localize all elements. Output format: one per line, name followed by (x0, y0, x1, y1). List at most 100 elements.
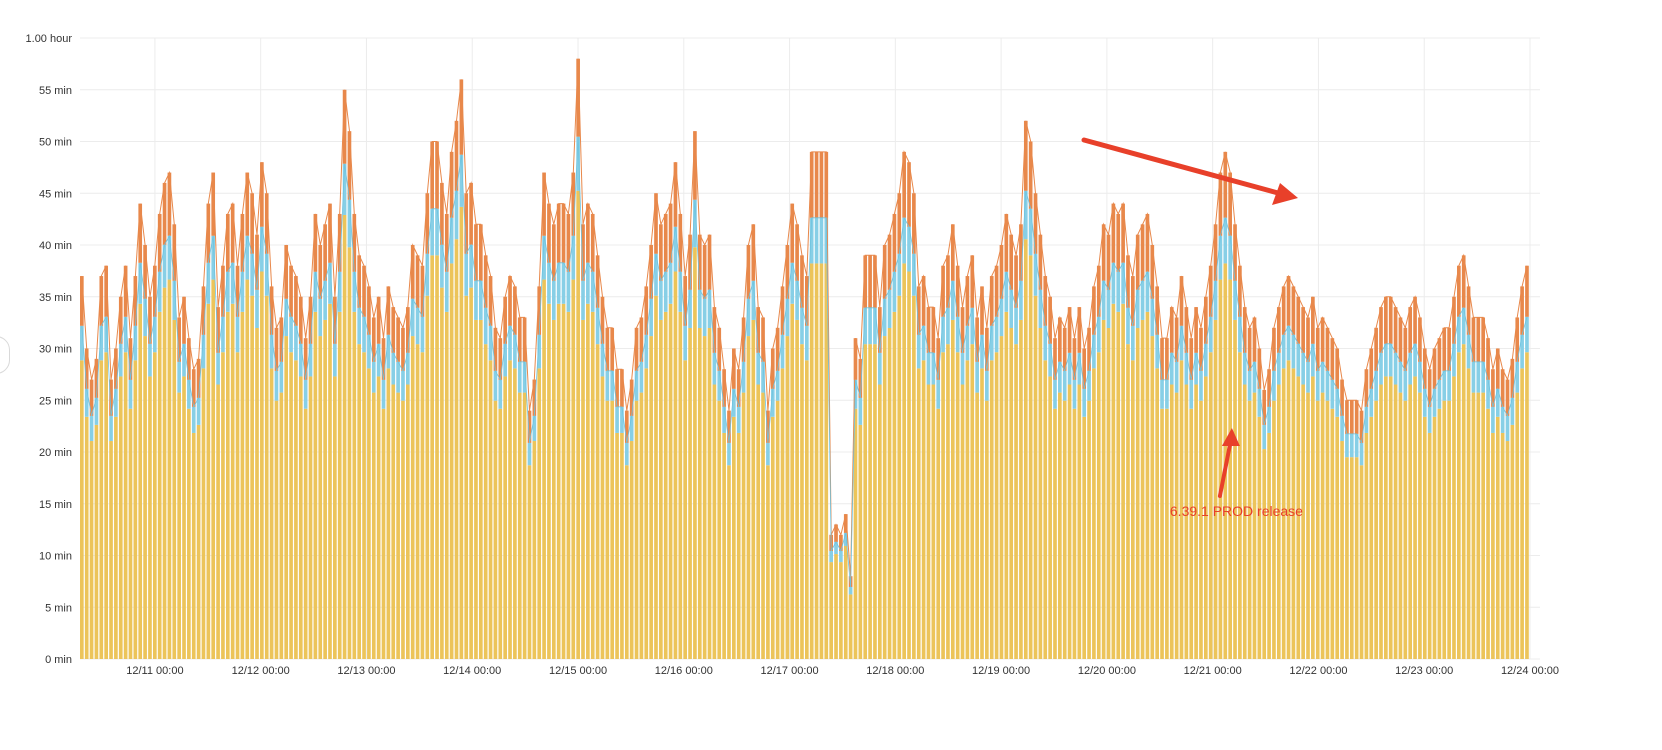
bar-mid (712, 352, 717, 385)
bar-top (1452, 296, 1456, 344)
bar-base (1199, 400, 1203, 659)
bar-base (376, 376, 381, 659)
bar-mid (649, 298, 653, 337)
bar-top (561, 203, 566, 263)
bar-mid (1408, 352, 1413, 385)
bar-top (1491, 369, 1495, 407)
bar-top (1238, 265, 1242, 317)
bar-base (279, 392, 284, 659)
bar-top (955, 265, 960, 317)
bar-base (245, 279, 250, 659)
bar-base (770, 416, 775, 659)
bar-base (727, 465, 731, 659)
bar-top (712, 307, 717, 353)
y-tick-label: 45 min (39, 188, 72, 200)
bar-mid (624, 442, 629, 466)
x-tick-label: 12/21 00:00 (1184, 665, 1242, 677)
bar-top (1315, 327, 1320, 371)
bar-top (863, 255, 868, 308)
bar-top (707, 234, 712, 290)
bar-base (1169, 384, 1174, 659)
bar-base (858, 424, 863, 659)
bar-top (693, 131, 697, 200)
bar-mid (1242, 352, 1247, 385)
bar-top (1194, 307, 1198, 353)
bar-base (1384, 376, 1388, 659)
bar-top (1330, 338, 1335, 380)
bar-base (148, 376, 152, 659)
bar-base (1315, 400, 1320, 659)
bar-mid (620, 406, 624, 433)
bar-top (1384, 296, 1388, 344)
bar-top (230, 203, 235, 263)
bar-top (1228, 172, 1232, 236)
bar-mid (1062, 370, 1067, 401)
bar-mid (556, 262, 561, 304)
bar-mid (191, 406, 196, 433)
bar-base (877, 384, 882, 659)
bar-top (941, 265, 945, 317)
bar-base (230, 303, 235, 659)
bar-base (167, 279, 172, 659)
bar-top (425, 193, 430, 254)
bar-base (1028, 255, 1033, 659)
bar-top (391, 307, 396, 353)
bar-mid (517, 361, 522, 393)
bar-mid (1291, 334, 1296, 369)
bar-base (99, 360, 104, 659)
bar-base (308, 376, 313, 659)
bar-mid (89, 415, 94, 442)
bar-top (795, 224, 799, 281)
bar-top (109, 379, 113, 416)
bar-mid (469, 244, 473, 288)
bar-mid (240, 271, 245, 312)
bar-top (513, 286, 517, 335)
bar-top (805, 276, 809, 326)
bar-top (985, 327, 989, 371)
bar-top (732, 348, 736, 389)
bar-top (522, 317, 527, 362)
bar-base (1374, 400, 1378, 659)
bar-mid (206, 262, 211, 304)
bar-mid (172, 280, 177, 320)
bar-mid (1267, 406, 1271, 433)
bar-top (1481, 317, 1486, 362)
bar-mid (809, 217, 814, 264)
bar-base (1495, 416, 1500, 659)
bar-mid (532, 415, 537, 442)
bar-base (965, 360, 970, 659)
bar-base (1009, 328, 1014, 659)
bar-top (600, 296, 605, 344)
bar-top (1116, 213, 1121, 272)
bar-mid (761, 361, 765, 393)
bar-top (352, 213, 357, 272)
bar-mid (863, 307, 868, 345)
bar-top (868, 255, 872, 308)
bar-mid (561, 262, 566, 304)
bar-top (313, 213, 318, 272)
bar-mid (352, 271, 357, 312)
bar-mid (1393, 352, 1398, 385)
x-tick-label: 12/22 00:00 (1289, 665, 1347, 677)
bar-base (707, 328, 712, 659)
bar-mid (732, 388, 736, 417)
bar-base (225, 311, 230, 659)
y-tick-label: 10 min (39, 551, 72, 563)
bar-top (1393, 307, 1398, 353)
bar-base (444, 311, 449, 659)
bar-base (571, 279, 576, 659)
bar-top (279, 317, 284, 362)
bar-base (1398, 392, 1403, 659)
bar-top (873, 255, 877, 308)
bar-mid (960, 352, 965, 385)
bar-mid (985, 370, 989, 401)
bar-base (133, 360, 138, 659)
bar-top (138, 203, 143, 263)
bar-mid (118, 343, 123, 377)
bar-base (639, 392, 644, 659)
bar-base (678, 311, 683, 659)
bar-mid (1437, 379, 1442, 409)
bar-base (620, 432, 624, 659)
bar-top (376, 296, 381, 344)
bar-mid (1189, 379, 1194, 409)
